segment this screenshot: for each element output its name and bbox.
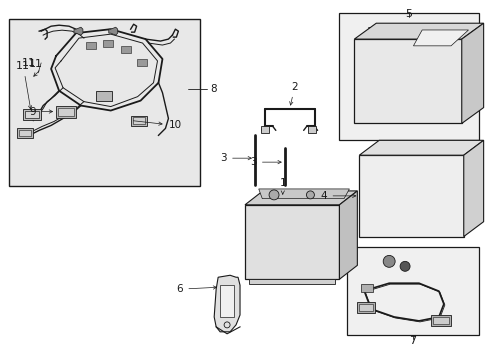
Bar: [307, 126, 315, 133]
Polygon shape: [214, 275, 240, 332]
Bar: [357, 302, 374, 313]
Text: 11: 11: [16, 61, 32, 109]
Text: 1: 1: [279, 178, 285, 194]
Polygon shape: [354, 23, 483, 39]
Circle shape: [399, 261, 409, 271]
Text: 2: 2: [289, 82, 297, 105]
Text: 7: 7: [408, 336, 416, 346]
Polygon shape: [359, 140, 483, 155]
Bar: [244, 205, 339, 279]
Circle shape: [268, 190, 279, 200]
Text: 3: 3: [250, 157, 281, 167]
Text: 6: 6: [176, 284, 216, 294]
Bar: [25, 111, 39, 118]
Bar: [339, 13, 478, 140]
Text: 4: 4: [320, 191, 355, 201]
Bar: [359, 155, 463, 237]
Bar: [432, 317, 448, 324]
Bar: [23, 109, 41, 121]
Polygon shape: [339, 191, 357, 279]
Bar: [361, 284, 372, 292]
Text: 11: 11: [29, 59, 43, 69]
Polygon shape: [74, 27, 83, 35]
Bar: [9, 19, 200, 186]
Bar: [136, 59, 146, 66]
Bar: [58, 108, 74, 117]
Polygon shape: [258, 189, 349, 199]
Text: 3: 3: [220, 153, 251, 163]
Bar: [86, 42, 96, 49]
Text: 8: 8: [210, 84, 216, 94]
Text: 5: 5: [405, 9, 412, 19]
Bar: [56, 105, 76, 118]
Bar: [346, 247, 478, 335]
Bar: [121, 46, 130, 53]
Bar: [261, 126, 268, 133]
Text: 11: 11: [22, 58, 36, 68]
Bar: [220, 285, 234, 317]
Bar: [130, 116, 146, 126]
Circle shape: [383, 255, 394, 267]
Bar: [19, 130, 31, 136]
Bar: [17, 129, 33, 138]
Bar: [96, 91, 112, 100]
Polygon shape: [461, 23, 483, 123]
Polygon shape: [463, 140, 483, 237]
Text: 9: 9: [29, 107, 52, 117]
Polygon shape: [412, 30, 468, 46]
Bar: [354, 39, 461, 123]
Bar: [132, 117, 144, 125]
Bar: [248, 279, 335, 284]
Bar: [102, 40, 113, 47]
Bar: [359, 304, 372, 311]
Text: 10: 10: [133, 121, 181, 130]
Circle shape: [306, 191, 314, 199]
Polygon shape: [108, 27, 118, 35]
Polygon shape: [244, 191, 357, 205]
Bar: [430, 315, 450, 326]
